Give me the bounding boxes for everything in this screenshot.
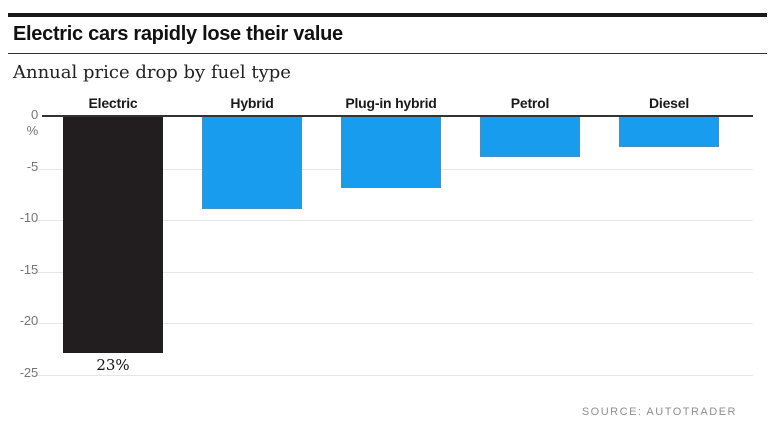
chart-subtitle: Annual price drop by fuel type <box>13 62 291 83</box>
gridline <box>35 323 753 325</box>
chart-title: Electric cars rapidly lose their value <box>13 23 343 45</box>
value-label-electric: 23% <box>96 356 130 374</box>
y-axis-tick-label: -10 <box>19 210 38 226</box>
y-axis-tick-label: -25 <box>19 365 38 380</box>
category-label-plug-in-hybrid: Plug-in hybrid <box>345 95 437 111</box>
title-divider <box>8 53 767 54</box>
y-axis-unit-label: % <box>26 123 39 138</box>
y-axis-tick-label: -20 <box>19 313 38 329</box>
bar-petrol[interactable] <box>480 117 580 157</box>
category-label-hybrid: Hybrid <box>230 95 274 111</box>
category-label-electric: Electric <box>88 95 138 111</box>
y-axis-tick-label: -5 <box>26 158 38 174</box>
bar-diesel[interactable] <box>619 117 719 147</box>
gridline <box>35 220 753 222</box>
category-label-petrol: Petrol <box>510 95 550 111</box>
bar-hybrid[interactable] <box>202 117 302 209</box>
y-axis-tick-label: 0 <box>30 107 38 122</box>
source-credit: SOURCE: AUTOTRADER <box>581 406 737 418</box>
bar-plug-in-hybrid[interactable] <box>341 117 441 188</box>
gridline <box>35 375 753 376</box>
category-label-diesel: Diesel <box>648 95 690 111</box>
y-axis-tick-label: -15 <box>19 261 38 277</box>
gridline <box>35 271 753 273</box>
top-accent-bar <box>8 13 767 17</box>
x-axis-zero-line <box>42 115 753 117</box>
bar-electric[interactable] <box>63 117 163 353</box>
